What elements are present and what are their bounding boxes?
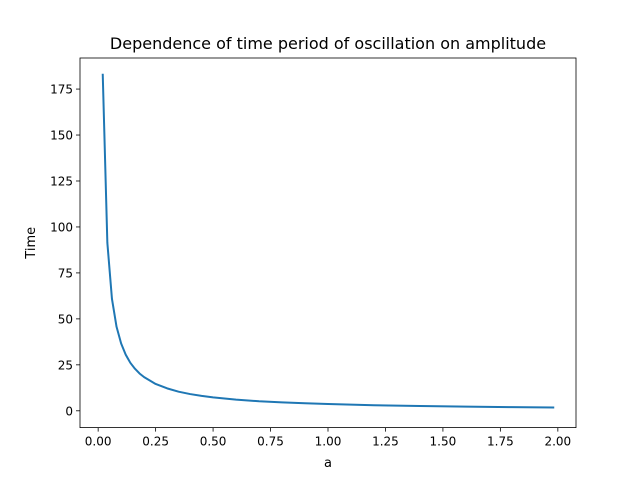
x-tick-label: 0.25 (142, 435, 169, 449)
x-tick-label: 1.25 (372, 435, 399, 449)
x-tick-label: 0.50 (200, 435, 227, 449)
x-tick-label: 1.00 (315, 435, 342, 449)
x-axis-label: a (324, 456, 332, 471)
x-tick-label: 0.75 (257, 435, 284, 449)
y-tick-label: 100 (50, 220, 73, 234)
y-tick-label: 125 (50, 174, 73, 188)
chart-title: Dependence of time period of oscillation… (110, 34, 546, 53)
y-tick-label: 0 (65, 404, 73, 418)
y-axis-label: Time (24, 227, 39, 260)
y-tick-label: 25 (58, 358, 73, 372)
y-tick-label: 175 (50, 83, 73, 97)
series-line-0 (101, 73, 555, 409)
y-axis: 0 25 50 75 100 125 150 175 (50, 83, 80, 418)
x-tick-label: 0.00 (85, 435, 112, 449)
y-tick-label: 150 (50, 129, 73, 143)
y-tick-label: 50 (58, 312, 73, 326)
x-tick-label: 1.75 (487, 435, 514, 449)
y-tick-label: 75 (58, 266, 73, 280)
x-tick-label: 1.50 (430, 435, 457, 449)
x-axis: 0.00 0.25 0.50 0.75 1.00 1.25 1.50 1.75 2.00 (85, 427, 571, 449)
x-tick-label: 2.00 (544, 435, 571, 449)
plot-area (101, 73, 555, 409)
